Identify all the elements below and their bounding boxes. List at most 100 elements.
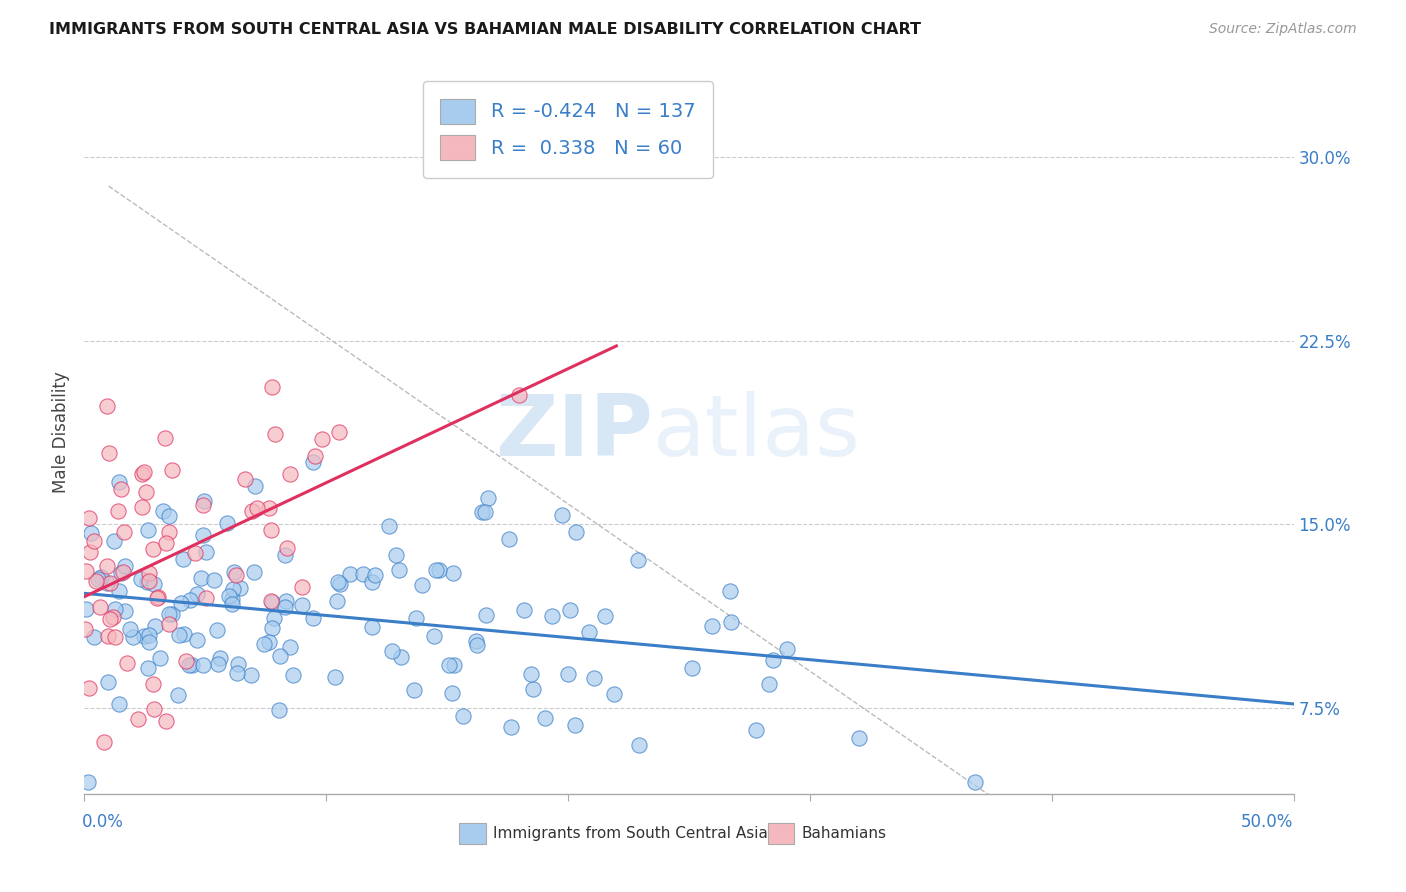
Point: [215, 516, 238, 531]
Point: [262, 621, 284, 635]
Point: [75, 564, 97, 578]
Point: [762, 653, 785, 667]
Point: [107, 504, 129, 518]
Point: [501, 720, 523, 734]
Point: [311, 432, 333, 446]
Point: [127, 712, 149, 726]
Point: [513, 603, 536, 617]
Text: Immigrants from South Central Asia: Immigrants from South Central Asia: [494, 826, 768, 841]
Point: [578, 624, 600, 639]
Point: [115, 656, 138, 670]
Point: [136, 660, 159, 674]
Point: [221, 598, 243, 612]
Point: [301, 611, 323, 625]
Point: [207, 657, 229, 671]
Point: [291, 580, 314, 594]
Point: [440, 686, 463, 700]
Point: [378, 519, 401, 533]
Point: [471, 505, 494, 519]
Point: [474, 505, 496, 519]
Point: [111, 565, 134, 579]
Point: [304, 449, 326, 463]
Point: [143, 702, 166, 716]
Point: [110, 566, 132, 580]
Point: [222, 582, 245, 597]
Point: [381, 644, 404, 658]
Point: [103, 534, 125, 549]
Point: [172, 552, 194, 566]
Point: [190, 571, 212, 585]
Point: [745, 723, 768, 738]
Point: [162, 607, 184, 622]
Point: [963, 774, 986, 789]
Point: [541, 609, 564, 624]
Text: 50.0%: 50.0%: [1241, 814, 1294, 831]
Point: [134, 465, 156, 479]
Point: [758, 677, 780, 691]
Point: [451, 708, 474, 723]
Point: [240, 504, 263, 518]
Point: [104, 630, 127, 644]
Point: [76, 774, 98, 789]
Point: [138, 566, 160, 581]
Point: [626, 553, 648, 567]
Point: [208, 651, 231, 665]
Point: [173, 627, 195, 641]
Point: [73, 622, 96, 636]
Point: [522, 681, 544, 696]
Point: [96, 399, 118, 413]
Point: [179, 658, 201, 673]
Point: [104, 602, 127, 616]
Point: [132, 629, 155, 643]
Point: [155, 714, 177, 729]
Point: [157, 617, 180, 632]
Point: [136, 523, 159, 537]
Point: [142, 576, 165, 591]
Point: [246, 501, 269, 516]
Point: [193, 528, 215, 542]
Point: [557, 666, 579, 681]
Point: [443, 657, 465, 672]
Point: [260, 595, 283, 609]
Point: [328, 577, 350, 591]
Point: [169, 628, 191, 642]
Point: [603, 687, 626, 701]
Point: [121, 630, 143, 644]
Point: [202, 573, 225, 587]
Point: [131, 467, 153, 481]
Legend: R = -0.424   N = 137, R =  0.338   N = 60: R = -0.424 N = 137, R = 0.338 N = 60: [423, 81, 713, 178]
Point: [162, 463, 184, 477]
Point: [475, 608, 498, 623]
Point: [360, 620, 382, 634]
Point: [323, 670, 346, 684]
Point: [174, 655, 197, 669]
Point: [100, 576, 122, 591]
Point: [360, 574, 382, 589]
Point: [90, 570, 112, 584]
Point: [565, 525, 588, 540]
Point: [498, 532, 520, 546]
Point: [79, 681, 101, 695]
Point: [263, 611, 285, 625]
Point: [226, 665, 249, 680]
Point: [439, 658, 461, 673]
Point: [273, 600, 295, 615]
Point: [259, 500, 281, 515]
Point: [364, 568, 387, 582]
Point: [508, 388, 530, 402]
Point: [186, 587, 208, 601]
Point: [157, 524, 180, 539]
Point: [114, 559, 136, 574]
Point: [291, 599, 314, 613]
Point: [583, 671, 606, 685]
Point: [280, 467, 302, 482]
Point: [142, 677, 165, 691]
Point: [79, 525, 101, 540]
Point: [157, 508, 180, 523]
Point: [280, 640, 302, 655]
Point: [700, 618, 723, 632]
Point: [273, 549, 295, 563]
Point: [224, 565, 246, 579]
Text: Source: ZipAtlas.com: Source: ZipAtlas.com: [1209, 22, 1357, 37]
Point: [269, 703, 291, 717]
